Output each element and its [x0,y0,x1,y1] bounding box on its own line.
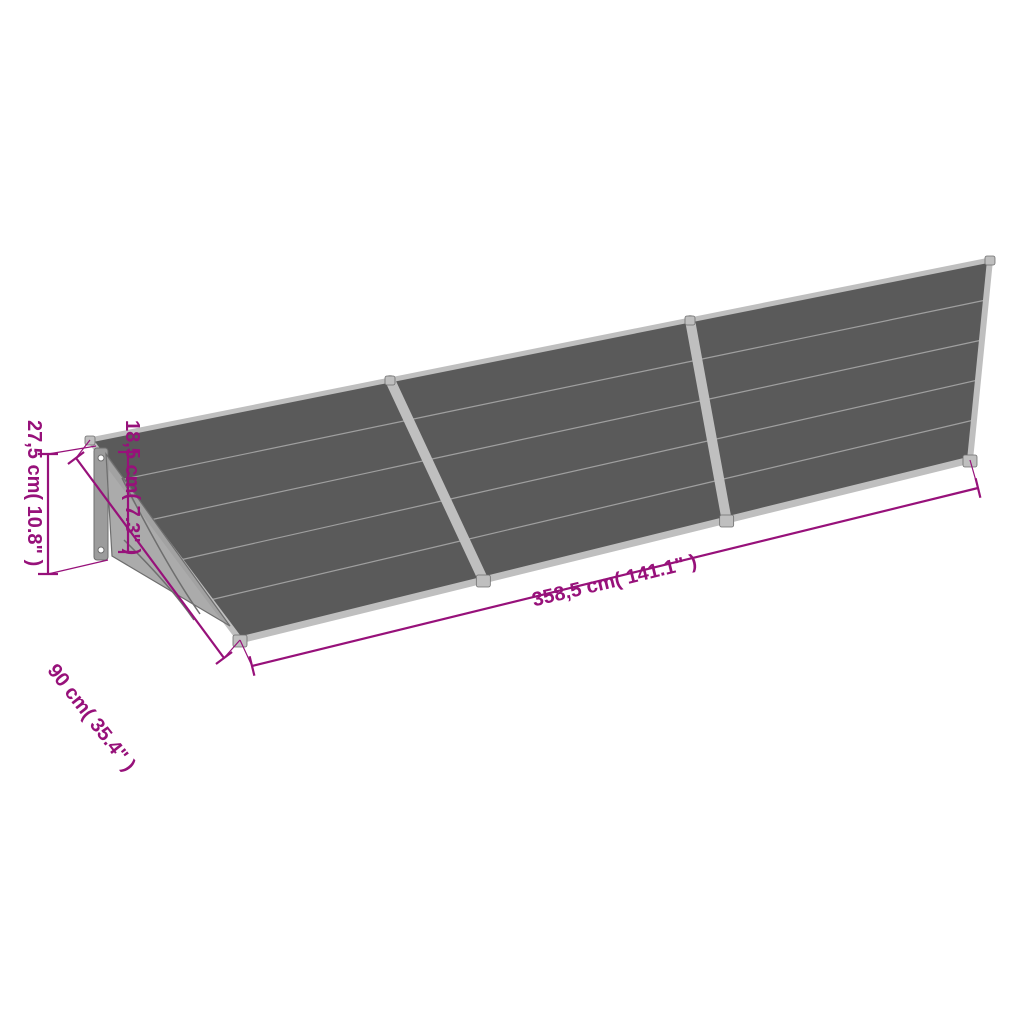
diagram-svg [0,0,1024,1024]
dim-height-outer-label: 27,5 cm( 10.8" ) [22,420,45,566]
dim-height-inner-label: 18,5 cm( 7.3" ) [120,420,143,555]
diagram-stage: 358,5 cm( 141.1" ) 90 cm( 35.4" ) 27,5 c… [0,0,1024,1024]
